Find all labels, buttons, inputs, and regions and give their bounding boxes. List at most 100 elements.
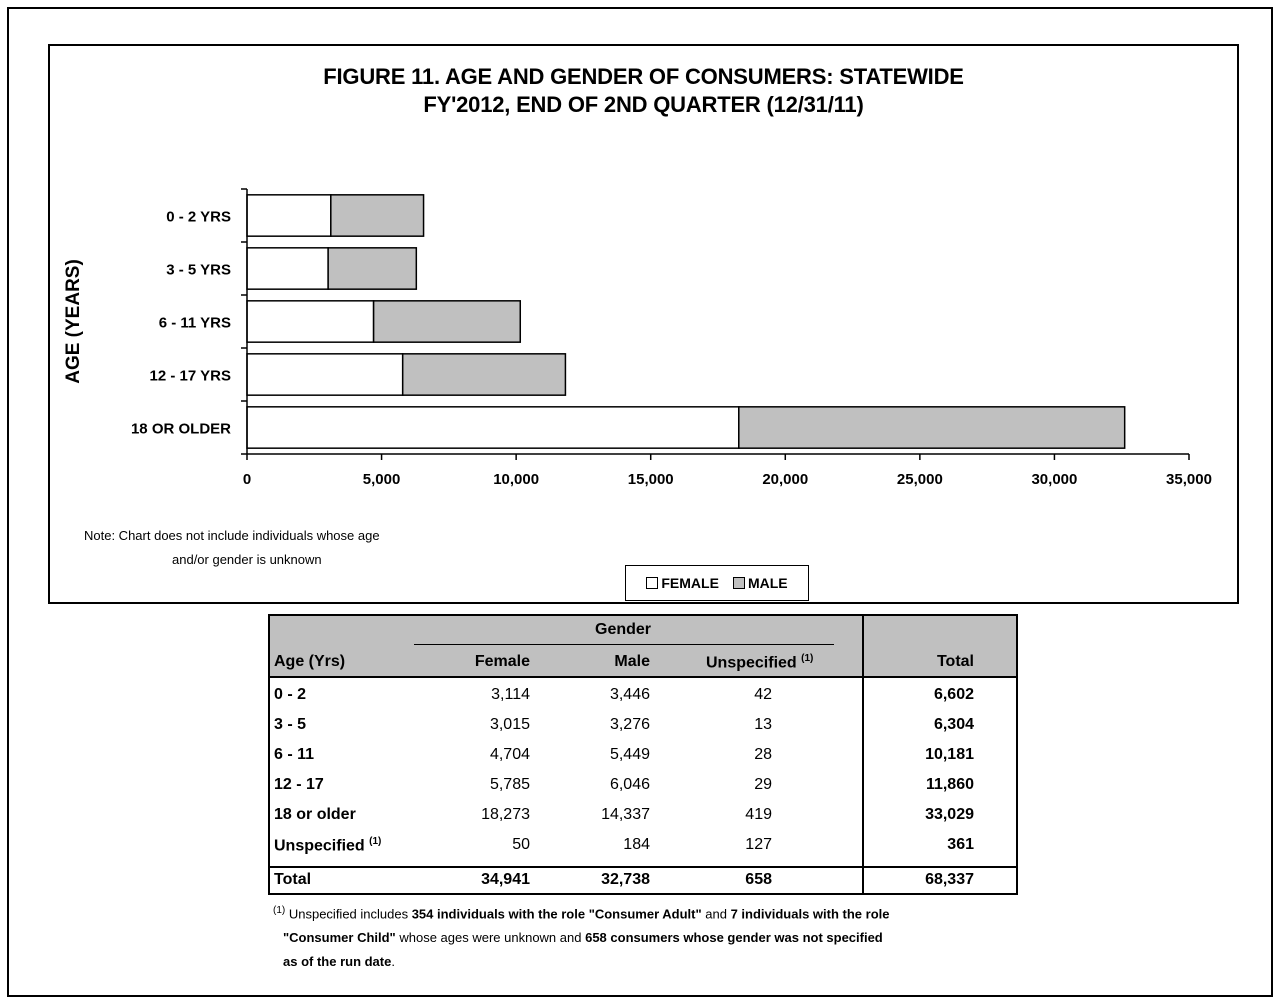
bar-female-3 bbox=[246, 353, 404, 396]
col-header-unspecified: Unspecified (1) bbox=[706, 653, 813, 672]
bar-female-0 bbox=[246, 194, 332, 237]
chart-subtitle: FY'2012, END OF 2ND QUARTER (12/31/11) bbox=[423, 92, 864, 117]
total-row-female: 34,941 bbox=[481, 871, 530, 888]
row-female: 3,114 bbox=[491, 686, 530, 703]
table-header: Gender Age (Yrs) Female Male Unspecified… bbox=[270, 616, 1016, 678]
y-axis-title: AGE (YEARS) bbox=[63, 259, 84, 384]
total-row-label: Total bbox=[274, 871, 312, 888]
x-tick-label: 5,000 bbox=[363, 471, 401, 488]
row-age: 3 - 5 bbox=[274, 716, 307, 733]
footnote-line1: (1) Unspecified includes 354 individuals… bbox=[273, 899, 1033, 926]
y-tick-label: 3 - 5 YRS bbox=[166, 262, 231, 279]
row-age: 12 - 17 bbox=[274, 776, 324, 793]
footnote-marker: (1) bbox=[273, 905, 286, 916]
row-male: 14,337 bbox=[601, 806, 650, 823]
row-total: 33,029 bbox=[925, 806, 974, 823]
x-tick-label: 25,000 bbox=[897, 471, 943, 488]
row-unspecified: 419 bbox=[745, 806, 772, 823]
x-tick-label: 15,000 bbox=[628, 471, 674, 488]
col-header-female: Female bbox=[474, 653, 530, 670]
total-row-male: 32,738 bbox=[601, 871, 650, 888]
data-table: Gender Age (Yrs) Female Male Unspecified… bbox=[268, 614, 1018, 895]
footnote-text-2: and bbox=[701, 906, 731, 922]
chart-note-line2: and/or gender is unknown bbox=[172, 552, 322, 567]
bar-male-0 bbox=[330, 194, 425, 237]
bar-female-4 bbox=[246, 406, 740, 449]
bar-male-1 bbox=[327, 247, 418, 290]
col-header-unspecified-footnote: (1) bbox=[801, 653, 814, 664]
footnote-bold-seven: 7 individuals with the role bbox=[730, 906, 890, 922]
col-header-total: Total bbox=[936, 653, 974, 670]
total-row-separator bbox=[270, 866, 1016, 868]
col-header-male: Male bbox=[614, 653, 650, 670]
footnote-line2: "Consumer Child" whose ages were unknown… bbox=[273, 926, 1033, 950]
chart-panel: FIGURE 11. AGE AND GENDER OF CONSUMERS: … bbox=[48, 44, 1239, 604]
y-tick-label: 6 - 11 YRS bbox=[159, 315, 231, 332]
row-female: 5,785 bbox=[489, 776, 530, 793]
col-header-unspecified-label: Unspecified bbox=[706, 654, 797, 672]
chart-title: FIGURE 11. AGE AND GENDER OF CONSUMERS: … bbox=[323, 64, 964, 89]
row-age: 18 or older bbox=[274, 806, 356, 823]
row-unspecified: 42 bbox=[754, 686, 772, 703]
row-total: 10,181 bbox=[925, 746, 974, 763]
row-unspecified: 28 bbox=[754, 746, 772, 763]
row-female: 3,015 bbox=[489, 716, 530, 733]
footnote-bold-adult: 354 individuals with the role "Consumer … bbox=[411, 906, 702, 922]
row-total: 6,304 bbox=[933, 716, 974, 733]
bar-male-3 bbox=[401, 353, 567, 396]
row-age-footnote: (1) bbox=[369, 836, 382, 847]
row-unspecified: 127 bbox=[745, 836, 772, 853]
y-tick-label: 12 - 17 YRS bbox=[150, 368, 231, 385]
total-row-unspecified: 658 bbox=[745, 871, 772, 888]
legend-item-male: MALE bbox=[732, 575, 788, 591]
legend-swatch-male bbox=[732, 577, 745, 589]
bar-female-1 bbox=[246, 247, 329, 290]
x-tick-label: 35,000 bbox=[1166, 471, 1212, 488]
legend-item-female: FEMALE bbox=[646, 575, 719, 591]
bar-male-2 bbox=[372, 300, 522, 343]
footnote-text-4: . bbox=[391, 954, 395, 970]
gender-header: Gender bbox=[595, 621, 652, 638]
footnote-text-3: whose ages were unknown and bbox=[395, 930, 586, 946]
total-column-divider bbox=[862, 616, 864, 893]
chart-note-line1: Note: Chart does not include individuals… bbox=[84, 528, 380, 543]
footnote-bold-gender: 658 consumers whose gender was not speci… bbox=[585, 930, 883, 946]
bar-female-2 bbox=[246, 300, 375, 343]
bar-chart: AGE (YEARS) 0 - 2 YRS 3 - 5 YRS 6 - 11 YRS 1… bbox=[63, 188, 1212, 488]
footnote-bold-rundate: as of the run date bbox=[283, 954, 392, 970]
row-unspecified: 13 bbox=[754, 716, 772, 733]
col-header-age: Age (Yrs) bbox=[274, 653, 346, 670]
row-male: 3,276 bbox=[609, 716, 650, 733]
footnote-text-1: Unspecified includes bbox=[285, 906, 412, 922]
x-tick-label: 10,000 bbox=[493, 471, 539, 488]
footnote-line3: as of the run date. bbox=[273, 950, 1033, 974]
y-tick-label: 0 - 2 YRS bbox=[166, 209, 231, 226]
row-male: 5,449 bbox=[609, 746, 650, 763]
legend-label-male: MALE bbox=[747, 575, 788, 591]
page-border bbox=[7, 7, 1273, 997]
row-total: 361 bbox=[947, 836, 974, 853]
x-tick-label: 0 bbox=[243, 471, 251, 488]
row-female: 18,273 bbox=[481, 806, 530, 823]
chart-legend: FEMALE MALE bbox=[625, 565, 809, 601]
legend-swatch-female bbox=[646, 577, 659, 589]
bar-male-4 bbox=[738, 406, 1126, 449]
y-tick-label: 18 OR OLDER bbox=[131, 421, 231, 438]
row-total: 11,860 bbox=[925, 776, 974, 793]
row-unspecified: 29 bbox=[754, 776, 772, 793]
row-female: 4,704 bbox=[489, 746, 530, 763]
total-row-total: 68,337 bbox=[925, 871, 974, 888]
table-footnote: (1) Unspecified includes 354 individuals… bbox=[273, 899, 1033, 974]
row-age: Unspecified (1) bbox=[274, 836, 381, 855]
legend-label-female: FEMALE bbox=[661, 575, 719, 591]
gender-header-rule bbox=[414, 644, 834, 645]
row-female: 50 bbox=[512, 836, 530, 853]
row-age-label: Unspecified bbox=[274, 837, 365, 855]
row-age: 6 - 11 bbox=[274, 746, 315, 763]
x-tick-label: 30,000 bbox=[1031, 471, 1077, 488]
footnote-bold-child: "Consumer Child" bbox=[283, 930, 396, 946]
x-tick-label: 20,000 bbox=[762, 471, 808, 488]
row-age: 0 - 2 bbox=[274, 686, 307, 703]
row-male: 6,046 bbox=[609, 776, 650, 793]
row-total: 6,602 bbox=[933, 686, 974, 703]
